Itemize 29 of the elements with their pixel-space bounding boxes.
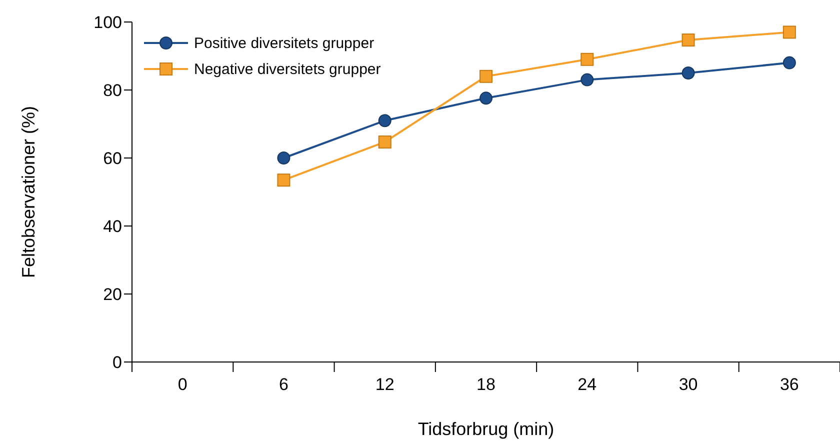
y-axis-title: Feltobservationer (%) <box>18 106 38 278</box>
point <box>480 70 492 83</box>
x-tick-label: 24 <box>578 375 597 394</box>
point <box>580 52 594 66</box>
x-tick-label: 12 <box>375 375 394 394</box>
y-tick-label: 80 <box>103 81 122 100</box>
x-tick-label: 0 <box>178 375 188 394</box>
x-tick-label: 36 <box>780 375 799 394</box>
x-axis-title: Tidsforbrug (min) <box>418 419 554 439</box>
x-tick-label: 6 <box>278 375 288 394</box>
y-tick-label: 40 <box>103 217 122 236</box>
point <box>378 136 392 149</box>
point <box>682 34 695 47</box>
point <box>378 114 392 128</box>
point <box>580 73 594 86</box>
y-tick-label: 20 <box>103 285 122 304</box>
point <box>682 66 695 80</box>
point <box>277 152 290 164</box>
point <box>782 26 796 39</box>
point <box>480 92 492 105</box>
legend-label: Positive diversitets grupper <box>194 34 374 52</box>
point <box>782 56 796 70</box>
point <box>277 174 290 187</box>
legend-label: Negative diversitets grupper <box>194 60 381 78</box>
y-tick-label: 0 <box>112 353 122 372</box>
x-tick-label: 18 <box>476 375 496 394</box>
y-tick-label: 100 <box>94 13 122 32</box>
x-tick-label: 30 <box>678 375 698 394</box>
y-tick-label: 60 <box>103 149 122 168</box>
